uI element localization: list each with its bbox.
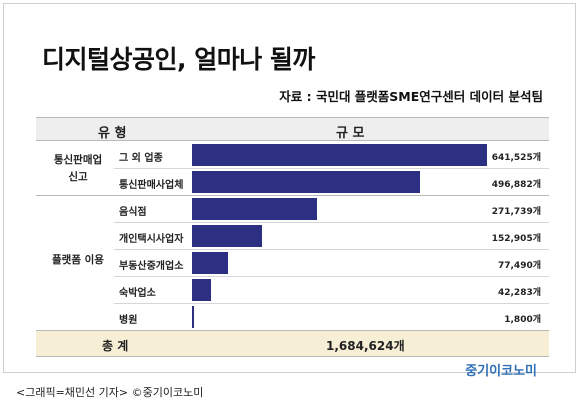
source-text: 자료 : 국민대 플랫폼SME연구센터 데이터 분석팀 (279, 89, 543, 104)
group-separator (36, 195, 549, 196)
group-label-line: 통신판매업 (53, 154, 103, 166)
total-label: 총 계 (102, 339, 129, 353)
image-caption: <그래픽=채민선 기자> ©중기이코노미 (16, 386, 204, 399)
value-label: 42,283개 (497, 288, 541, 298)
scale-header: 규 모 (336, 126, 365, 141)
group-label-platform: 플랫폼 이용 (42, 252, 114, 269)
value-label: 496,882개 (491, 180, 541, 190)
category-label: 병원 (119, 315, 138, 326)
infographic-card: 디지털상공인, 얼마나 될까 자료 : 국민대 플랫폼SME연구센터 데이터 분… (3, 3, 576, 379)
category-label: 그 외 업종 (119, 153, 163, 164)
value-label: 152,905개 (491, 234, 541, 244)
bar-6 (192, 306, 194, 328)
bar-3 (192, 225, 263, 247)
value-label: 641,525개 (491, 153, 541, 163)
row-gridline (114, 303, 549, 304)
category-label: 개인택시사업자 (119, 234, 184, 245)
group-label-line: 신고 (68, 171, 88, 183)
total-row: 총 계 1,684,624개 (36, 330, 549, 357)
bar-5 (192, 279, 212, 301)
chart-title: 디지털상공인, 얼마나 될까 (42, 45, 315, 74)
row-gridline (114, 168, 549, 169)
table-header: 유 형 규 모 (36, 117, 549, 141)
brand-logo: 중기이코노미 (465, 364, 537, 379)
group-label-ecommerce: 통신판매업 신고 (42, 152, 114, 186)
bar-4 (192, 252, 228, 274)
category-label: 부동산중개업소 (119, 261, 184, 272)
value-label: 271,739개 (491, 207, 541, 217)
value-label: 1,800개 (504, 315, 541, 325)
total-value: 1,684,624개 (326, 339, 405, 353)
row-gridline (114, 222, 549, 223)
row-gridline (114, 249, 549, 250)
type-header: 유 형 (98, 126, 127, 141)
category-label: 음식점 (119, 207, 147, 218)
category-label: 통신판매사업체 (119, 180, 184, 191)
bar-1 (192, 171, 421, 193)
group-label-line: 플랫폼 이용 (52, 254, 104, 266)
value-label: 77,490개 (497, 261, 541, 271)
category-label: 숙박업소 (119, 288, 156, 299)
row-gridline (114, 276, 549, 277)
bar-2 (192, 198, 317, 220)
bar-0 (192, 144, 487, 166)
